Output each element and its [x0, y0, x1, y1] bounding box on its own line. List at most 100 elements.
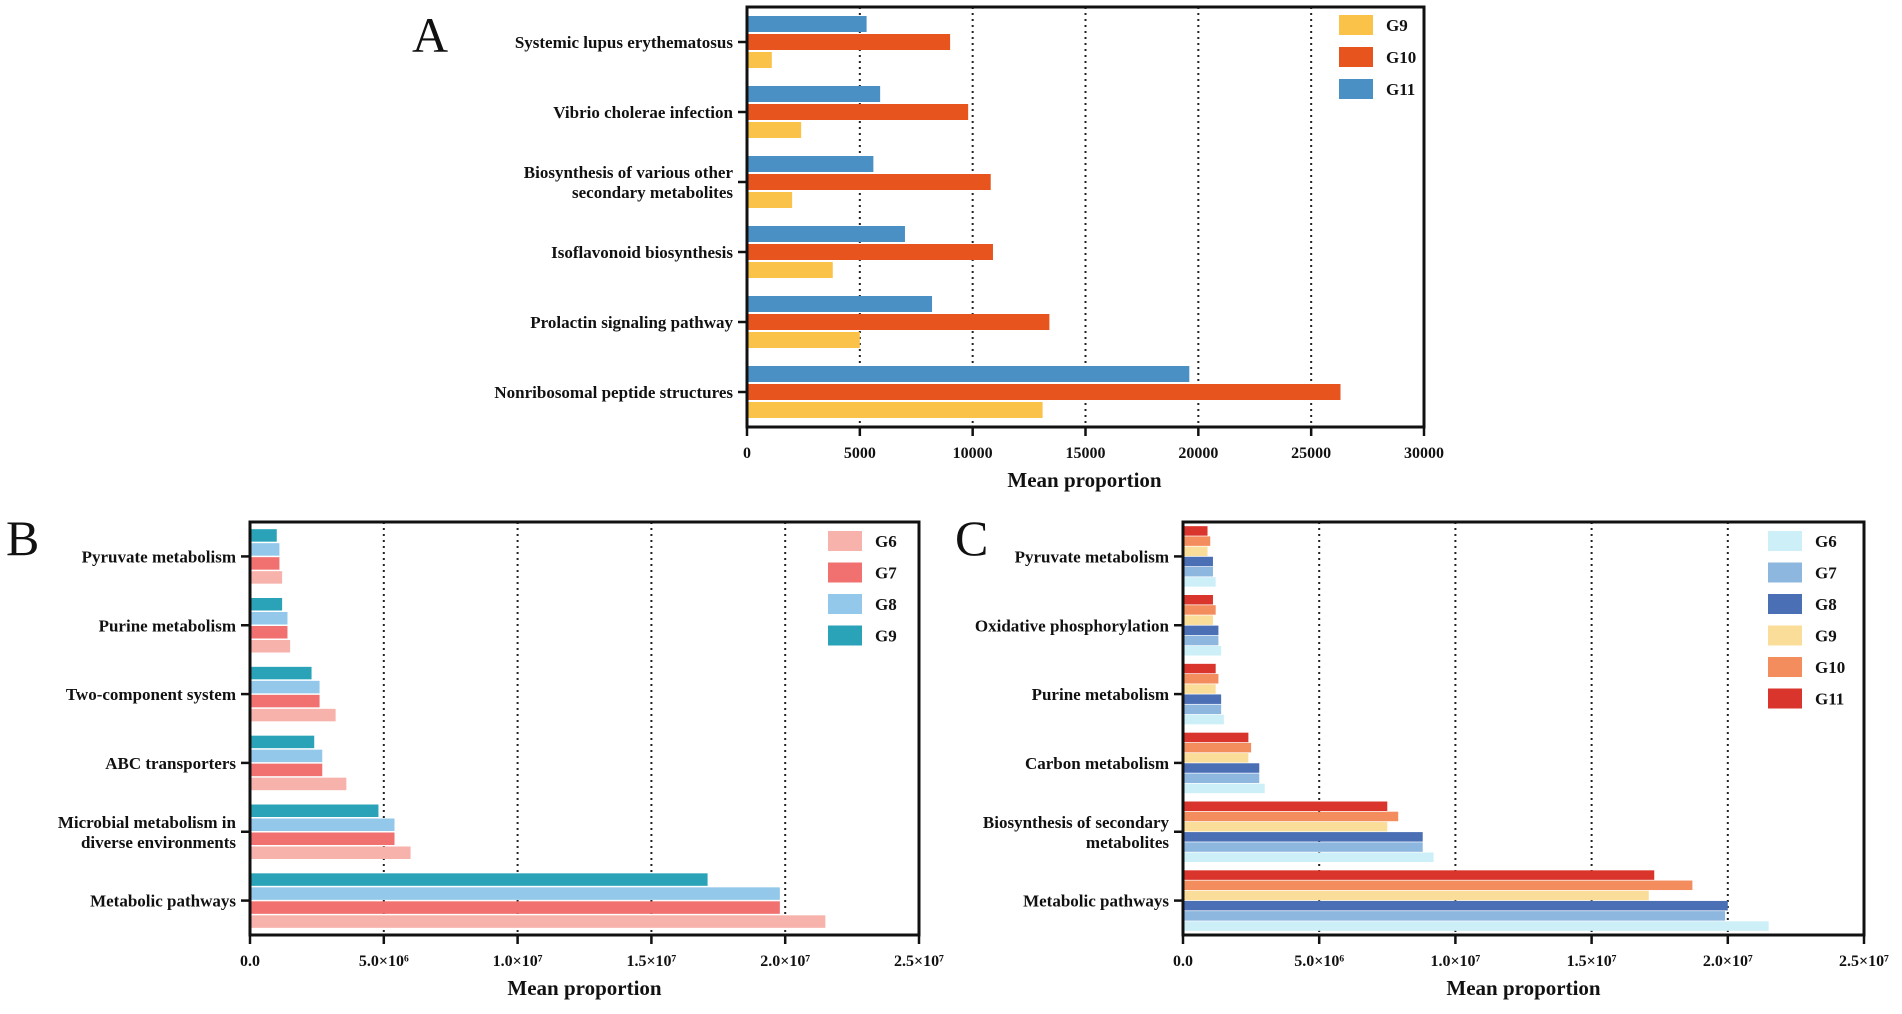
x-tick-label: 5000 [844, 445, 876, 462]
bar-g10-3 [747, 174, 991, 190]
bar-g6-2 [1183, 646, 1222, 656]
legend-label-g9: G9 [1815, 627, 1837, 646]
legend-label-g7: G7 [875, 564, 897, 583]
bar-g7-4 [1183, 773, 1260, 783]
bar-g10-3 [1183, 674, 1219, 684]
bar-g9-3 [747, 192, 793, 208]
bar-g11-4 [1183, 732, 1249, 743]
category-label: Systemic lupus erythematosus [515, 33, 734, 52]
bar-g8-4 [1183, 763, 1260, 773]
bar-g6-2 [250, 640, 291, 653]
bar-g9-1 [250, 529, 277, 542]
x-tick-label: 2.5×10⁷ [1839, 953, 1889, 970]
bar-g11-2 [747, 86, 881, 102]
legend-label-g8: G8 [1815, 595, 1837, 614]
category-label: Purine metabolism [1032, 685, 1169, 704]
bar-g10-4 [1183, 742, 1252, 753]
bar-g7-1 [1183, 566, 1213, 577]
category-label: Pyruvate metabolism [82, 547, 236, 566]
bar-g9-5 [1183, 821, 1388, 832]
category-label: Pyruvate metabolism [1015, 547, 1169, 566]
bar-g10-6 [1183, 880, 1693, 891]
category-label: Purine metabolism [99, 616, 236, 635]
legend-label-g9: G9 [1386, 16, 1408, 35]
bar-g11-6 [1183, 870, 1655, 880]
category-label: Oxidative phosphorylation [975, 616, 1170, 635]
bar-g8-3 [250, 680, 320, 694]
bar-g11-1 [747, 16, 867, 32]
legend-label-g10: G10 [1386, 48, 1416, 67]
plot-frame [1181, 520, 1866, 937]
bar-g6-6 [250, 915, 826, 928]
legend-swatch-g6 [1768, 531, 1802, 551]
legend-label-g9: G9 [875, 627, 897, 646]
legend-swatch-g8 [828, 594, 862, 614]
legend-swatch-g9 [828, 625, 862, 646]
bar-g9-6 [747, 402, 1043, 418]
x-tick-label: 0.0 [240, 953, 260, 970]
panel-c: C Pyruvate metabolism Oxidative phosphoryl… [955, 510, 1889, 1000]
x-tick-label: 5.0×10⁶ [359, 953, 409, 970]
bar-g10-1 [747, 34, 951, 50]
legend-label-g6: G6 [875, 532, 897, 551]
category-label: Metabolic pathways [90, 892, 236, 911]
category-label: Biosynthesis of secondary metabolites [983, 813, 1170, 852]
bar-g7-3 [1183, 704, 1222, 715]
bar-g6-1 [1183, 577, 1216, 587]
bar-g7-2 [250, 626, 288, 639]
bar-g7-5 [1183, 842, 1423, 852]
bar-g11-1 [1183, 526, 1208, 536]
legend-label-g6: G6 [1815, 532, 1837, 551]
legend-label-g8: G8 [875, 595, 897, 614]
bar-g10-4 [747, 244, 993, 260]
legend-swatch-g9 [1339, 15, 1373, 35]
x-tick-label: 1.5×10⁷ [1567, 953, 1617, 970]
bar-g9-1 [747, 52, 772, 68]
bar-g11-2 [1183, 595, 1213, 605]
panel-letter: B [6, 510, 39, 566]
x-axis-title: Mean proportion [507, 976, 662, 1000]
bar-g9-4 [747, 262, 833, 278]
x-tick-label: 1.0×10⁷ [493, 953, 543, 970]
x-tick-label: 15000 [1066, 445, 1106, 462]
bar-g8-6 [1183, 900, 1728, 911]
bar-g6-5 [1183, 852, 1434, 862]
legend-swatch-g7 [828, 562, 862, 583]
legend-swatch-g7 [1768, 562, 1802, 583]
legend: G6 G7 G8 G9 [828, 531, 897, 646]
bar-g8-6 [250, 887, 780, 900]
bar-g11-6 [747, 366, 1190, 382]
legend-swatch-g11 [1768, 688, 1802, 709]
bar-g6-4 [1183, 783, 1265, 794]
legend-swatch-g10 [1768, 657, 1802, 677]
bar-g10-2 [747, 104, 969, 120]
bar-g8-5 [250, 818, 395, 831]
panel-letter: A [412, 7, 448, 63]
bar-g10-1 [1183, 536, 1211, 546]
bar-g6-4 [250, 777, 347, 791]
bar-g8-2 [1183, 625, 1219, 636]
panel-a: A Systemic lupus erythematosus Vibrio chol… [412, 5, 1444, 492]
bar-g9-3 [250, 666, 312, 680]
bar-g7-4 [250, 763, 323, 777]
x-axis-title: Mean proportion [1007, 468, 1162, 492]
bar-g9-4 [1183, 753, 1249, 763]
bar-g9-2 [250, 598, 283, 611]
bar-g11-4 [747, 226, 905, 242]
x-tick-label: 1.0×10⁷ [1430, 953, 1480, 970]
bar-g8-2 [250, 612, 288, 625]
x-tick-label: 0 [743, 445, 751, 462]
legend-swatch-g11 [1339, 79, 1373, 99]
legend-swatch-g6 [828, 531, 862, 551]
bar-g9-4 [250, 735, 315, 749]
bar-g10-6 [747, 384, 1341, 400]
x-tick-label: 2.0×10⁷ [760, 953, 810, 970]
bar-g8-4 [250, 749, 323, 763]
legend-label-g10: G10 [1815, 658, 1845, 677]
category-label: Nonribosomal peptide structures [494, 383, 733, 402]
x-axis-title: Mean proportion [1446, 976, 1601, 1000]
bar-g7-6 [250, 901, 780, 914]
bar-g9-3 [1183, 684, 1216, 694]
bar-g10-5 [1183, 811, 1399, 822]
legend-label-g11: G11 [1815, 690, 1844, 709]
